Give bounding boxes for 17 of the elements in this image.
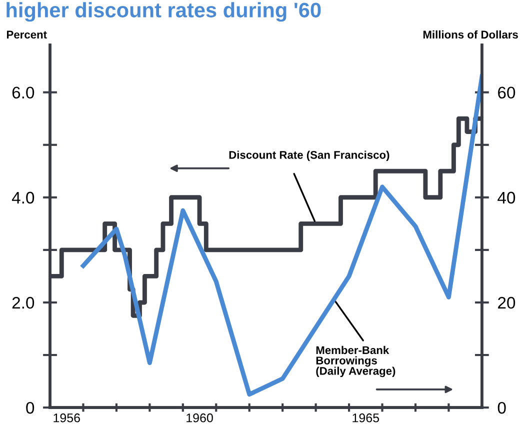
y-tick-label: 0 (26, 402, 34, 414)
y-tick-label: 2.0 (12, 296, 34, 309)
y-axis-title: Percent (6, 30, 47, 39)
y2-tick-label: 0 (498, 402, 506, 414)
chart-title: higher discount rates during '60 (6, 2, 321, 22)
y2-tick-label: 40 (498, 192, 516, 204)
y2-tick-label: 20 (498, 296, 516, 309)
x-tick-label: 1965 (352, 413, 380, 422)
annotation: Member-Bank Borrowings (Daily Average) (316, 346, 396, 378)
x-tick-label: 1960 (186, 413, 213, 422)
y2-axis-title: Millions of Dollars (423, 30, 518, 39)
y-tick-label: 4.0 (12, 192, 34, 204)
x-tick-label: 1956 (54, 413, 80, 422)
line-series (81, 74, 482, 397)
y-tick-label: 6.0 (12, 86, 34, 99)
annotation: Discount Rate (San Francisco) (229, 150, 390, 162)
y2-tick-label: 60 (498, 86, 516, 99)
